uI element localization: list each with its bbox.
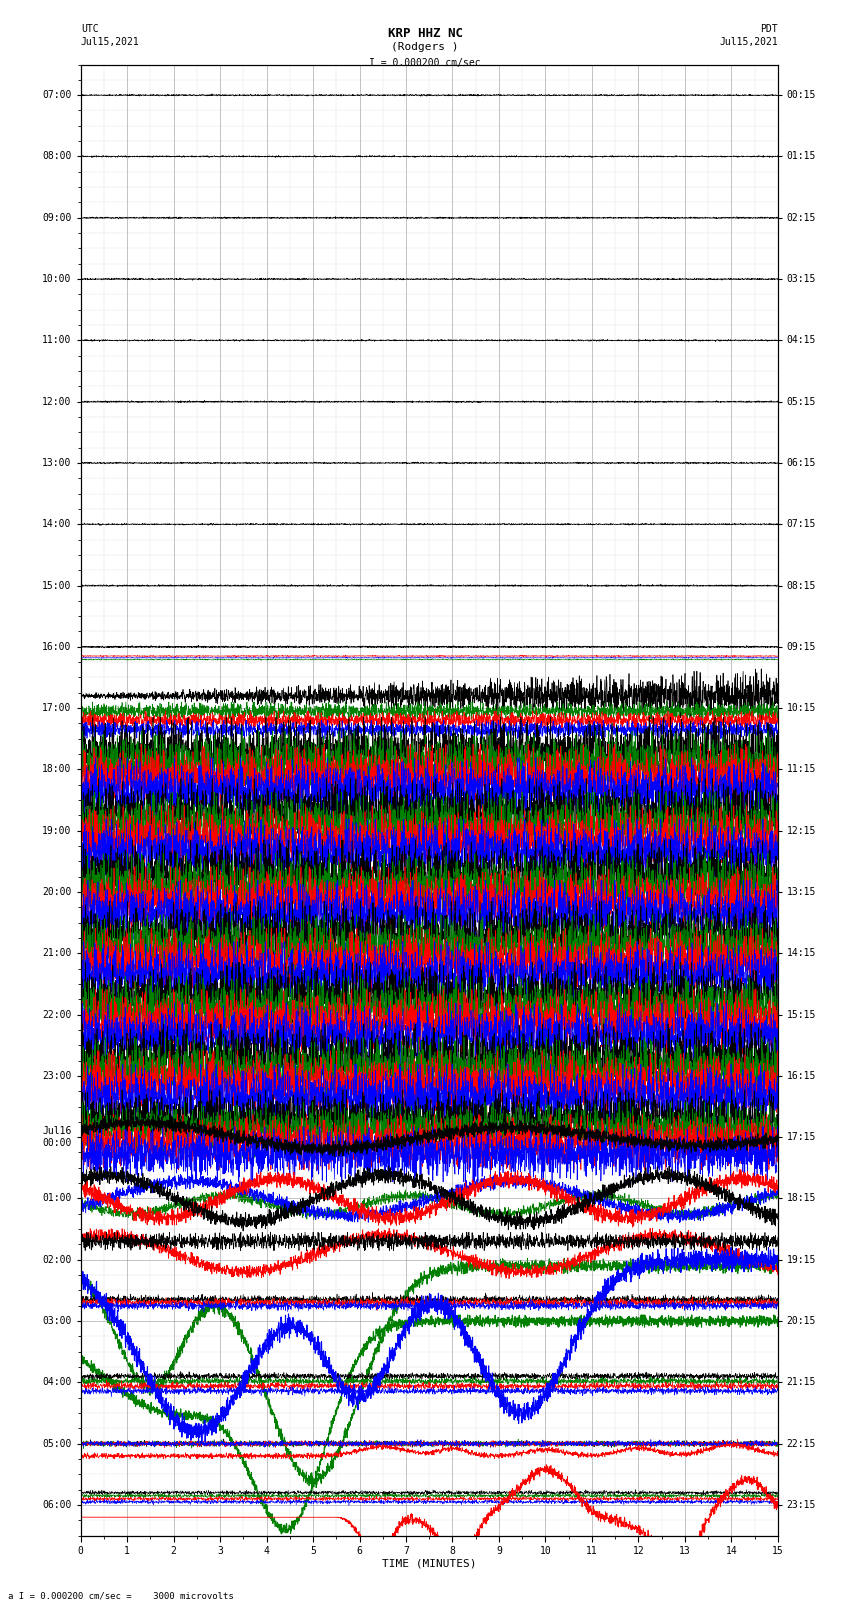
Text: KRP HHZ NC: KRP HHZ NC <box>388 27 462 40</box>
Text: UTC: UTC <box>81 24 99 34</box>
Text: (Rodgers ): (Rodgers ) <box>391 42 459 52</box>
Text: PDT: PDT <box>760 24 778 34</box>
X-axis label: TIME (MINUTES): TIME (MINUTES) <box>382 1558 477 1569</box>
Text: I = 0.000200 cm/sec: I = 0.000200 cm/sec <box>369 58 481 68</box>
Text: Jul15,2021: Jul15,2021 <box>719 37 778 47</box>
Text: Jul15,2021: Jul15,2021 <box>81 37 139 47</box>
Text: a I = 0.000200 cm/sec =    3000 microvolts: a I = 0.000200 cm/sec = 3000 microvolts <box>8 1590 235 1600</box>
